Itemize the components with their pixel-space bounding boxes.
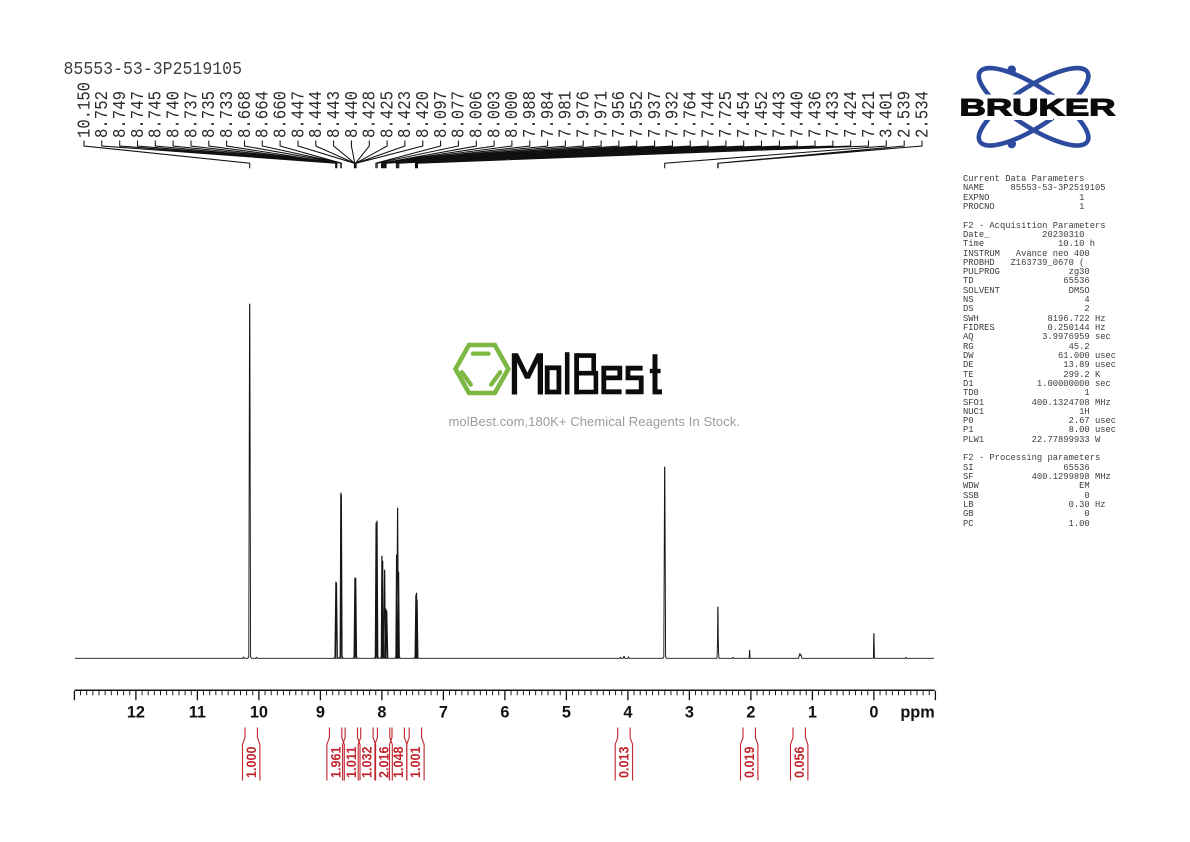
svg-text:1.001: 1.001 xyxy=(408,746,423,778)
svg-text:1: 1 xyxy=(808,703,817,721)
svg-text:10.150: 10.150 xyxy=(74,82,95,138)
svg-text:7.981: 7.981 xyxy=(556,91,577,138)
svg-text:8.077: 8.077 xyxy=(449,91,470,138)
svg-text:1.011: 1.011 xyxy=(344,746,359,778)
svg-text:7.454: 7.454 xyxy=(734,91,755,138)
svg-text:8.000: 8.000 xyxy=(502,91,523,138)
svg-text:7.937: 7.937 xyxy=(645,91,666,138)
svg-text:7.984: 7.984 xyxy=(538,91,559,138)
svg-text:molBest.com,180K+ Chemical Rea: molBest.com,180K+ Chemical Reagents In S… xyxy=(449,414,741,429)
svg-text:2: 2 xyxy=(746,703,755,721)
svg-text:0.056: 0.056 xyxy=(792,747,807,779)
svg-text:8.749: 8.749 xyxy=(110,91,131,138)
svg-text:4: 4 xyxy=(623,703,632,721)
svg-text:0.013: 0.013 xyxy=(617,747,632,779)
svg-text:1.961: 1.961 xyxy=(328,746,343,778)
svg-text:12: 12 xyxy=(127,703,145,721)
svg-text:2.539: 2.539 xyxy=(895,91,916,138)
svg-text:8.668: 8.668 xyxy=(235,91,256,138)
svg-text:11: 11 xyxy=(189,703,206,721)
svg-text:7.440: 7.440 xyxy=(788,91,809,138)
svg-text:3: 3 xyxy=(685,703,694,721)
svg-text:8.752: 8.752 xyxy=(92,91,113,138)
svg-text:7.988: 7.988 xyxy=(520,91,541,138)
svg-text:8.428: 8.428 xyxy=(360,91,381,138)
svg-text:7.764: 7.764 xyxy=(681,91,702,138)
svg-text:8.740: 8.740 xyxy=(163,91,184,138)
svg-text:9: 9 xyxy=(316,703,325,721)
svg-text:1.048: 1.048 xyxy=(391,746,406,778)
svg-text:7.956: 7.956 xyxy=(609,91,630,138)
svg-text:8.660: 8.660 xyxy=(270,91,291,138)
svg-text:8.735: 8.735 xyxy=(199,91,220,138)
svg-text:8.003: 8.003 xyxy=(484,91,505,138)
svg-text:8.423: 8.423 xyxy=(395,91,416,138)
svg-text:10: 10 xyxy=(250,703,268,721)
svg-text:7.952: 7.952 xyxy=(627,91,648,138)
svg-text:7.932: 7.932 xyxy=(663,91,684,138)
svg-text:7.421: 7.421 xyxy=(859,91,880,138)
svg-text:8.733: 8.733 xyxy=(217,91,238,138)
svg-text:0.019: 0.019 xyxy=(742,747,757,779)
svg-text:BRUKER: BRUKER xyxy=(960,94,1117,121)
svg-text:8.444: 8.444 xyxy=(306,91,327,138)
svg-text:7: 7 xyxy=(439,703,448,721)
svg-text:8.447: 8.447 xyxy=(288,91,309,138)
svg-text:2.534: 2.534 xyxy=(912,91,933,138)
svg-text:7.424: 7.424 xyxy=(841,91,862,138)
svg-text:7.443: 7.443 xyxy=(770,91,791,138)
svg-text:7.725: 7.725 xyxy=(716,91,737,138)
svg-text:1.032: 1.032 xyxy=(360,747,375,779)
svg-text:8.443: 8.443 xyxy=(324,91,345,138)
svg-text:8.420: 8.420 xyxy=(413,91,434,138)
svg-text:8.006: 8.006 xyxy=(467,91,488,138)
svg-text:7.744: 7.744 xyxy=(698,91,719,138)
svg-text:2.016: 2.016 xyxy=(376,747,391,779)
svg-text:1.000: 1.000 xyxy=(244,747,259,779)
svg-text:8.664: 8.664 xyxy=(253,91,274,138)
svg-text:5: 5 xyxy=(562,703,571,721)
svg-text:BRUKER: BRUKER xyxy=(960,94,1117,121)
svg-text:8.747: 8.747 xyxy=(128,91,149,138)
svg-text:8.425: 8.425 xyxy=(377,91,398,138)
svg-text:8: 8 xyxy=(377,703,386,721)
svg-text:6: 6 xyxy=(500,703,509,721)
svg-text:8.440: 8.440 xyxy=(342,91,363,138)
svg-text:7.436: 7.436 xyxy=(805,91,826,138)
svg-text:8.097: 8.097 xyxy=(431,91,452,138)
svg-text:7.976: 7.976 xyxy=(574,91,595,138)
svg-text:3.401: 3.401 xyxy=(877,91,898,138)
svg-text:ppm: ppm xyxy=(900,703,934,721)
svg-text:85553-53-3P2519105: 85553-53-3P2519105 xyxy=(64,60,243,80)
svg-text:7.433: 7.433 xyxy=(823,91,844,138)
svg-text:7.971: 7.971 xyxy=(591,91,612,138)
svg-text:8.737: 8.737 xyxy=(181,91,202,138)
svg-text:8.745: 8.745 xyxy=(146,91,167,138)
svg-text:7.452: 7.452 xyxy=(752,91,773,138)
svg-text:0: 0 xyxy=(869,703,878,721)
